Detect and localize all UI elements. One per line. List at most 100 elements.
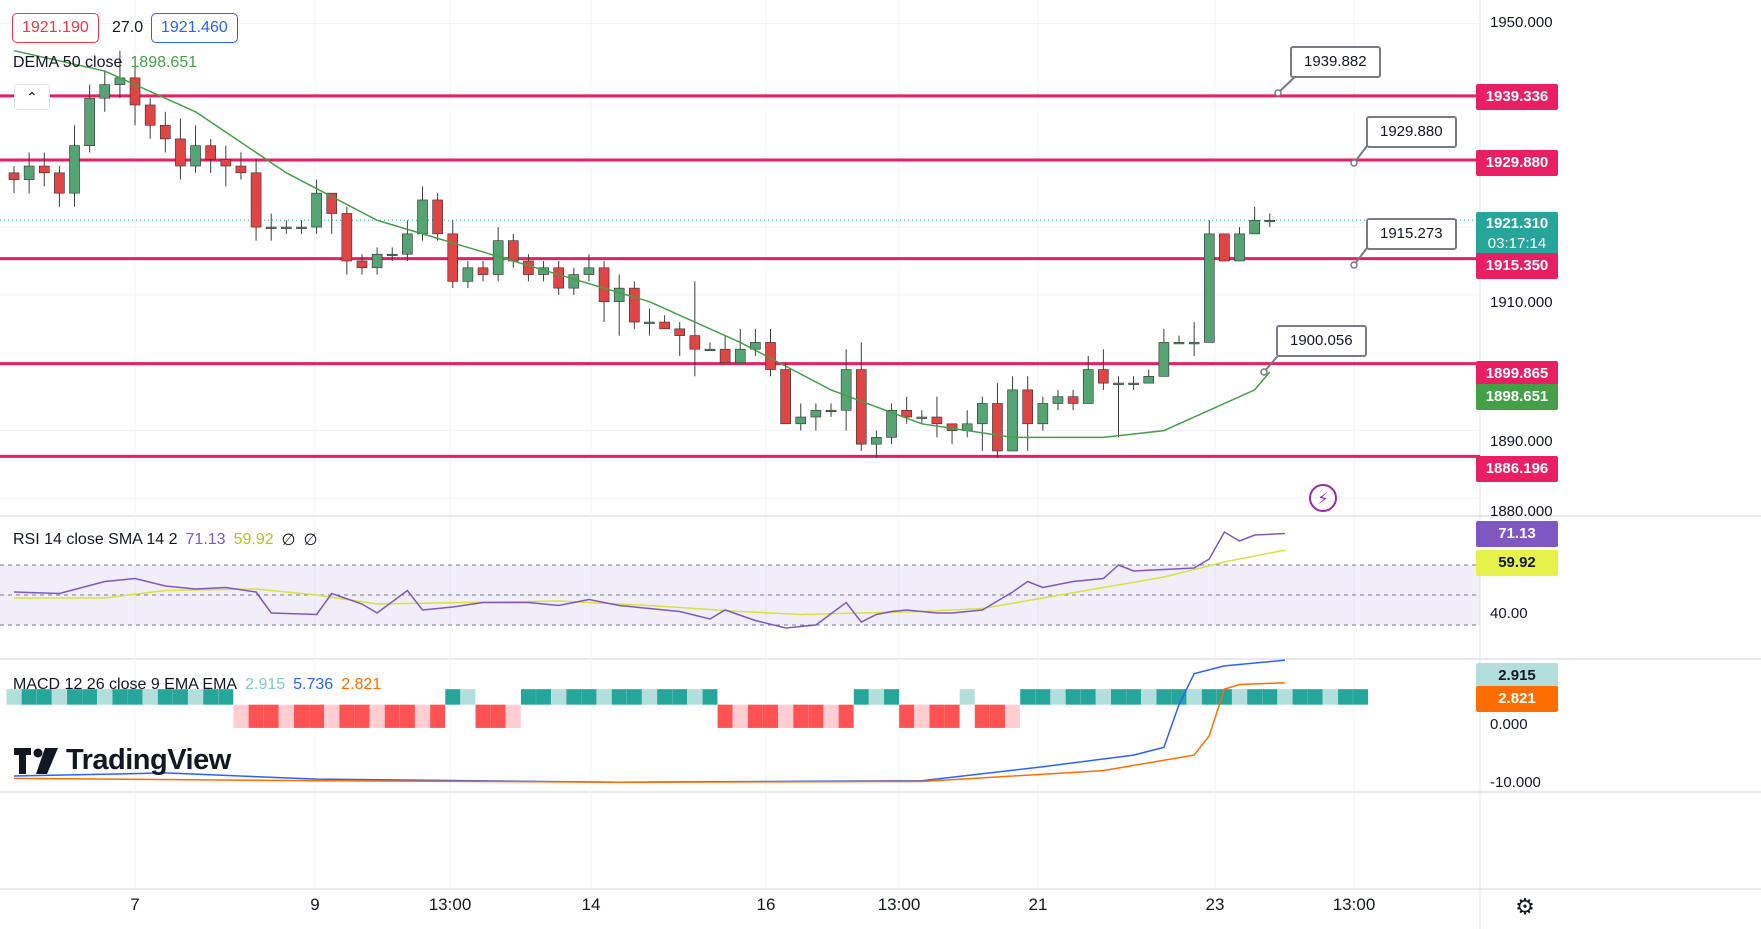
candle-body <box>205 145 216 160</box>
macd-histogram-bar <box>51 689 67 705</box>
macd-label: MACD 12 26 close 9 EMA EMA <box>13 676 238 693</box>
candle-body <box>281 226 292 229</box>
level-tag: 1929.880 <box>1476 150 1558 176</box>
macd-hist-value: 2.915 <box>245 676 286 693</box>
macd-histogram-bar <box>566 689 582 705</box>
candle-body <box>795 416 807 425</box>
macd-histogram-bar <box>339 704 355 728</box>
dema-legend[interactable]: DEMA 50 close 1898.651 <box>13 54 197 72</box>
callout-anchor <box>1350 261 1358 269</box>
macd-histogram-bar <box>1005 704 1021 728</box>
rsi-legend[interactable]: RSI 14 close SMA 14 2 71.13 59.92 ∅ ∅ <box>13 530 318 550</box>
candle-body <box>160 125 171 140</box>
macd-histogram-bar <box>611 689 627 705</box>
candle-body <box>613 287 625 303</box>
candle-body <box>23 165 35 180</box>
macd-histogram-bar <box>324 704 340 728</box>
macd-histogram-bar <box>929 704 945 728</box>
macd-histogram-bar <box>868 689 884 705</box>
macd-histogram-bar <box>899 704 915 728</box>
candle-body <box>326 192 338 214</box>
macd-axis-label: 0.000 <box>1490 716 1528 733</box>
candle-body <box>296 226 307 229</box>
candle-body <box>341 213 353 262</box>
macd-histogram-bar <box>959 689 975 705</box>
candle-body <box>901 409 912 418</box>
macd-histogram-bar <box>1353 689 1369 705</box>
macd-histogram-bar <box>884 689 900 705</box>
macd-histogram-bar <box>672 689 688 705</box>
macd-legend[interactable]: MACD 12 26 close 9 EMA EMA 2.915 5.736 2… <box>13 676 381 694</box>
time-axis-label: 9 <box>310 895 320 914</box>
bar-countdown: 03:17:14 <box>1487 235 1547 252</box>
macd-histogram-bar <box>445 689 461 705</box>
rsi-sma-value: 59.92 <box>233 531 274 548</box>
rsi-sma-tag: 59.92 <box>1476 550 1558 576</box>
macd-histogram-bar <box>1201 689 1217 705</box>
macd-axis-label: -10.000 <box>1490 774 1541 791</box>
level-tag: 1915.350 <box>1476 253 1558 279</box>
macd-histogram-bar <box>1020 689 1036 705</box>
candle-body <box>931 416 943 425</box>
candle-body <box>523 260 534 275</box>
settings-gear-icon[interactable]: ⚙ <box>1515 894 1535 919</box>
lightning-icon[interactable]: ⚡ <box>1309 484 1337 512</box>
candle-body <box>311 192 322 228</box>
candle-body <box>190 145 201 167</box>
level-tag: 1939.336 <box>1476 84 1558 110</box>
macd-histogram-bar <box>1141 689 1157 705</box>
macd-histogram-bar <box>354 704 370 728</box>
time-axis-label: 14 <box>581 895 601 914</box>
macd-histogram-bar <box>1232 689 1248 705</box>
macd-histogram-bar <box>717 704 733 728</box>
tradingview-logo[interactable]: TradingView <box>14 744 231 777</box>
price-callout[interactable]: 1900.056 <box>1276 325 1367 357</box>
candle-body <box>916 416 928 419</box>
macd-histogram-bar <box>657 689 673 705</box>
price-callout[interactable]: 1939.882 <box>1290 46 1381 78</box>
macd-histogram-bar <box>1322 689 1338 705</box>
candle-body <box>1203 233 1215 343</box>
candle-body <box>265 226 277 229</box>
macd-histogram-bar <box>6 689 22 705</box>
dema-value: 1898.651 <box>130 54 198 71</box>
tradingview-logo-icon <box>14 747 58 774</box>
price-axis-label: 1890.000 <box>1490 433 1553 450</box>
macd-histogram-bar <box>778 704 794 728</box>
sell-price-pill[interactable]: 1921.190 <box>12 13 99 43</box>
macd-histogram-bar <box>747 704 763 728</box>
macd-histogram-bar <box>520 689 536 705</box>
level-tag: 1886.196 <box>1476 456 1558 482</box>
collapse-legend-button[interactable]: ⌃ <box>14 84 50 110</box>
candle-body <box>371 253 383 269</box>
macd-histogram-bar <box>1247 689 1263 705</box>
macd-histogram-bar <box>823 704 839 728</box>
candle-body <box>659 321 670 330</box>
candle-body <box>250 172 262 228</box>
macd-histogram-bar <box>309 704 325 728</box>
candle-body <box>1158 342 1170 377</box>
price-callout[interactable]: 1929.880 <box>1366 116 1457 148</box>
candle-body <box>54 172 65 194</box>
candle-body <box>553 267 564 289</box>
candle-body <box>689 335 701 350</box>
macd-histogram-bar <box>82 689 98 705</box>
buy-price-pill[interactable]: 1921.460 <box>151 13 238 43</box>
macd-histogram-bar <box>944 704 960 728</box>
candle-body <box>1249 219 1260 235</box>
macd-histogram-bar <box>248 704 264 728</box>
macd-histogram-bar <box>641 689 657 705</box>
candle-body <box>583 267 595 275</box>
macd-histogram-bar <box>233 704 249 728</box>
candle-body <box>462 267 474 282</box>
time-axis-label: 13:00 <box>877 895 921 914</box>
macd-histogram-bar <box>1156 689 1172 705</box>
time-axis-label: 13:00 <box>1332 895 1376 914</box>
candle-body <box>886 409 897 438</box>
price-callout[interactable]: 1915.273 <box>1366 218 1457 250</box>
candle-body <box>356 260 368 269</box>
rsi-extra-2: ∅ <box>303 532 318 549</box>
rsi-value: 71.13 <box>185 531 226 548</box>
macd-value: 5.736 <box>293 676 334 693</box>
